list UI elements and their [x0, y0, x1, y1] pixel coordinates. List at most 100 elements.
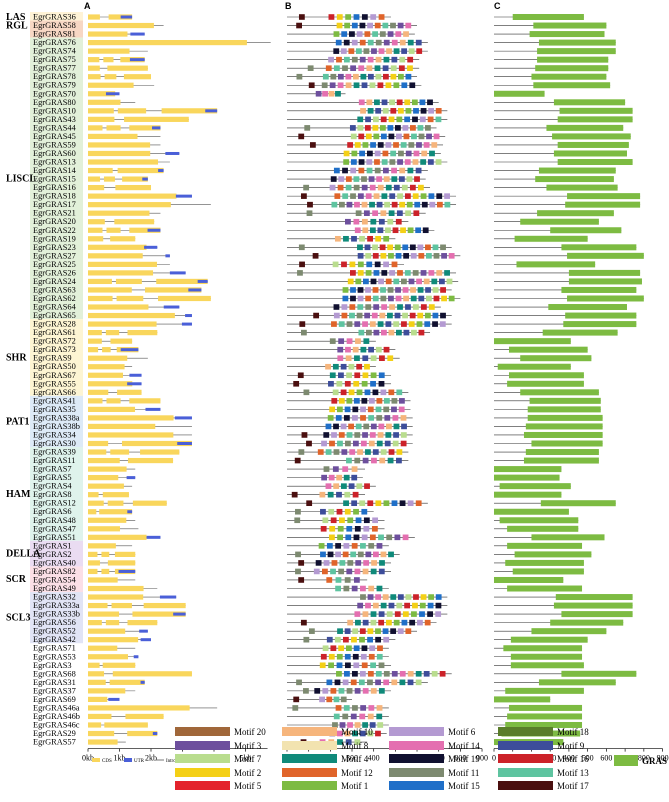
gene-name: EgrGRAS20 [33, 217, 76, 226]
subfamily-band [30, 12, 83, 21]
motif-box [425, 244, 431, 251]
utr-segment [163, 305, 180, 309]
motif-box [427, 602, 434, 609]
motif-box [375, 636, 382, 643]
motif-box [409, 619, 416, 626]
motif-box [347, 517, 354, 524]
motif-box [325, 483, 332, 489]
motif-box [372, 389, 379, 396]
motif-box [414, 176, 420, 182]
motif-box [428, 270, 435, 276]
axis-c-tick-label: 400 [563, 754, 575, 763]
motif-box [365, 304, 372, 310]
motif-box [320, 653, 327, 660]
utr-segment [142, 177, 148, 181]
motif-box [362, 372, 369, 379]
axis-b-tick-label: 300 [346, 754, 358, 763]
motif-legend-label: Motif 18 [557, 727, 589, 737]
motif-box [407, 679, 414, 686]
motif-legend-label: Motif 11 [448, 768, 479, 778]
motif-box [354, 432, 361, 438]
gras-domain [510, 662, 584, 669]
motif-box [379, 312, 386, 319]
motif-box [375, 671, 382, 677]
motif-box [402, 312, 408, 319]
motif-box [359, 150, 366, 157]
cds-exon [88, 74, 101, 80]
motif-box [391, 679, 398, 686]
axis-c-tick-label: 500 [582, 754, 594, 763]
motif-box [370, 278, 377, 285]
cds-exon [106, 227, 121, 233]
gras-domain [568, 269, 641, 276]
motif-box [448, 253, 455, 259]
motif-box [357, 551, 364, 558]
motif-box [376, 398, 383, 404]
motif-box [373, 133, 380, 140]
motif-box [327, 551, 334, 558]
gras-domain [507, 525, 579, 532]
motif-box [401, 184, 408, 191]
gras-domain [525, 449, 599, 456]
cds-exon [102, 347, 111, 353]
motif-box [375, 56, 382, 63]
motif-box [343, 705, 350, 711]
motif-box [429, 150, 435, 157]
cds-exon [88, 722, 102, 728]
cds-exon [88, 287, 132, 293]
motif-box [427, 116, 434, 123]
motif-box [364, 389, 371, 396]
motif-box [354, 372, 361, 379]
gene-name: EgrGRAS38b [33, 422, 80, 431]
motif-box [400, 278, 407, 285]
motif-box [388, 295, 394, 302]
motif-box [340, 423, 347, 430]
gras-domain [531, 628, 607, 635]
motif-legend-swatch [389, 727, 444, 736]
motif-box [346, 338, 353, 344]
gras-domain [538, 167, 616, 174]
motif-legend-label: Motif 20 [234, 727, 266, 737]
motif-box [367, 679, 373, 686]
motif-box [351, 585, 358, 592]
motif-box [423, 278, 430, 285]
motif-box [428, 304, 435, 310]
motif-box [344, 671, 350, 677]
motif-box [348, 363, 355, 370]
motif-box [363, 560, 370, 566]
motif-box [379, 31, 386, 37]
gras-domain [553, 99, 626, 106]
cds-exon [88, 560, 100, 566]
motif-box [335, 585, 342, 592]
motif-box [345, 73, 352, 80]
motif-box [361, 508, 368, 515]
motif-box [360, 406, 366, 413]
motif-box [344, 380, 351, 387]
motif-box [385, 432, 392, 438]
motif-box [381, 99, 388, 106]
motif-legend-swatch [282, 741, 337, 750]
motif-box [296, 22, 303, 29]
motif-box [333, 696, 340, 703]
motif-box [403, 31, 409, 37]
cds-exon [88, 688, 126, 694]
motif-box [342, 193, 349, 199]
gras-domain [494, 508, 569, 515]
cds-exon [88, 696, 108, 702]
motif-box [333, 483, 340, 489]
motif-box [432, 244, 439, 251]
motif-box [426, 133, 432, 140]
motif-box [379, 355, 385, 361]
motif-box [362, 568, 369, 575]
axis-c-tick-label: 900 [657, 754, 669, 763]
utr-segment [147, 228, 161, 232]
motif-box [375, 73, 382, 80]
motif-box [365, 270, 372, 276]
gene-name: EgrGRAS18 [33, 192, 76, 201]
motif-box [405, 73, 412, 80]
motif-box [372, 517, 379, 524]
motif-box [378, 48, 385, 54]
motif-box [338, 338, 345, 344]
motif-box [371, 457, 377, 464]
cds-exon [88, 620, 102, 626]
